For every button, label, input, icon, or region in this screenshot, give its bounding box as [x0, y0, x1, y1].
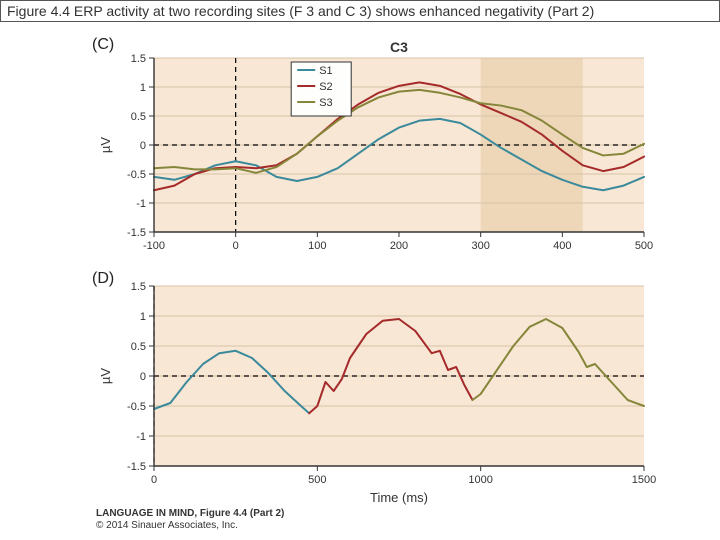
panel-c: -100 0 100 200 300 400 500 -1.5 -1 -0.5 0 0.5 1 1.5 µV…	[96, 40, 656, 260]
svg-text:Time (ms): Time (ms)	[370, 490, 428, 505]
svg-text:500: 500	[308, 474, 326, 486]
svg-text:0: 0	[233, 240, 239, 252]
svg-text:1: 1	[140, 82, 146, 94]
svg-text:S1: S1	[319, 65, 332, 77]
svg-text:0: 0	[151, 474, 157, 486]
svg-text:0.5: 0.5	[131, 341, 146, 353]
svg-text:-1.5: -1.5	[127, 461, 146, 473]
svg-text:1500: 1500	[632, 474, 656, 486]
svg-text:0: 0	[140, 371, 146, 383]
svg-text:S2: S2	[319, 81, 332, 93]
svg-text:-100: -100	[143, 240, 165, 252]
svg-text:µV: µV	[98, 137, 113, 153]
svg-text:-1: -1	[136, 198, 146, 210]
svg-text:1000: 1000	[468, 474, 492, 486]
panel-d: 0 500 1000 1500 -1.5 -1 -0.5 0 0.5 1 1.5 µV Time (ms…	[96, 276, 656, 506]
figure-caption: Figure 4.4 ERP activity at two recording…	[1, 1, 719, 21]
source-line2: © 2014 Sinauer Associates, Inc.	[96, 520, 238, 531]
svg-text:1.5: 1.5	[131, 281, 146, 293]
svg-text:0: 0	[140, 140, 146, 152]
svg-text:-0.5: -0.5	[127, 401, 146, 413]
svg-text:1: 1	[140, 311, 146, 323]
svg-text:-1.5: -1.5	[127, 227, 146, 239]
panel-c-chart: -100 0 100 200 300 400 500 -1.5 -1 -0.5 0 0.5 1 1.5 µV…	[96, 40, 656, 260]
source-line1: LANGUAGE IN MIND, Figure 4.4 (Part 2)	[96, 508, 284, 519]
panel-d-chart: 0 500 1000 1500 -1.5 -1 -0.5 0 0.5 1 1.5 µV Time (ms…	[96, 276, 656, 506]
svg-text:100: 100	[308, 240, 326, 252]
title-bar: Figure 4.4 ERP activity at two recording…	[0, 0, 720, 22]
svg-text:400: 400	[553, 240, 571, 252]
svg-text:500: 500	[635, 240, 653, 252]
svg-text:1.5: 1.5	[131, 53, 146, 65]
svg-text:S3: S3	[319, 97, 332, 109]
svg-text:-1: -1	[136, 431, 146, 443]
svg-text:200: 200	[390, 240, 408, 252]
svg-text:-0.5: -0.5	[127, 169, 146, 181]
svg-text:µV: µV	[98, 368, 113, 384]
svg-text:0.5: 0.5	[131, 111, 146, 123]
source-credit: LANGUAGE IN MIND, Figure 4.4 (Part 2) © …	[96, 508, 284, 532]
svg-text:C3: C3	[390, 40, 408, 55]
svg-text:300: 300	[471, 240, 489, 252]
